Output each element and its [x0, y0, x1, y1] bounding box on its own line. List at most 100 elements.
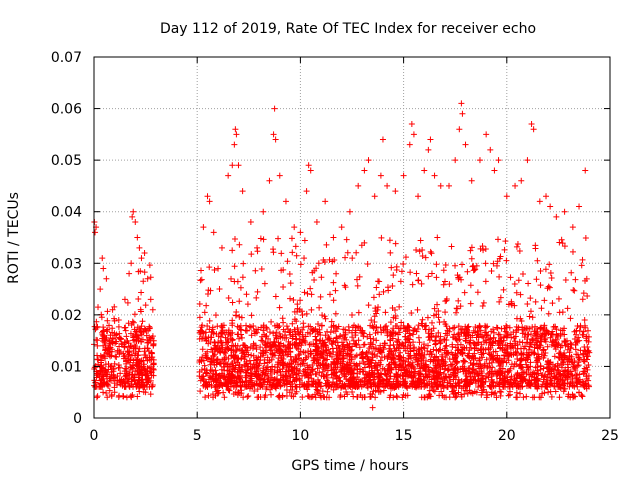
data-point: [99, 335, 106, 342]
data-point: [522, 331, 529, 338]
data-point: [107, 353, 114, 360]
data-point: [303, 188, 310, 195]
data-point: [320, 373, 327, 380]
data-point: [356, 273, 363, 280]
data-point: [325, 334, 332, 341]
data-point: [292, 243, 299, 250]
data-point: [557, 381, 564, 388]
data-point: [391, 383, 398, 390]
data-point: [549, 328, 556, 335]
data-point: [400, 391, 407, 398]
data-point: [527, 359, 534, 366]
data-point: [377, 348, 384, 355]
data-point: [538, 324, 545, 331]
data-point: [407, 269, 414, 276]
data-point: [483, 131, 490, 138]
data-point: [433, 334, 440, 341]
data-point: [375, 304, 382, 311]
data-point: [458, 100, 465, 107]
data-point: [511, 375, 518, 382]
data-point: [282, 198, 289, 205]
y-tick-label: 0: [73, 411, 82, 427]
data-point: [496, 273, 503, 280]
data-point: [149, 383, 156, 390]
data-point: [463, 372, 470, 379]
data-point: [288, 235, 295, 242]
data-point: [446, 374, 453, 381]
data-point: [513, 289, 520, 296]
data-point: [417, 237, 424, 244]
data-point: [400, 342, 407, 349]
data-point: [537, 342, 544, 349]
data-point: [534, 385, 541, 392]
data-point: [406, 324, 413, 331]
data-point: [304, 370, 311, 377]
data-point: [439, 356, 446, 363]
data-point: [199, 346, 206, 353]
data-point: [117, 336, 124, 343]
data-point: [490, 348, 497, 355]
data-point: [393, 263, 400, 270]
data-point: [387, 347, 394, 354]
data-point: [225, 374, 232, 381]
data-point: [337, 392, 344, 399]
data-point: [254, 372, 261, 379]
data-point: [219, 370, 226, 377]
data-point: [317, 350, 324, 357]
data-point: [228, 378, 235, 385]
data-point: [573, 339, 580, 346]
x-axis-label: GPS time / hours: [291, 458, 408, 474]
data-point: [561, 380, 568, 387]
data-point: [372, 345, 379, 352]
data-point: [251, 328, 258, 335]
data-point: [211, 345, 218, 352]
data-point: [301, 289, 308, 296]
data-point: [332, 310, 339, 317]
data-point: [484, 392, 491, 399]
data-point: [547, 359, 554, 366]
data-point: [285, 338, 292, 345]
data-point: [431, 305, 438, 312]
data-point: [383, 371, 390, 378]
data-point: [338, 384, 345, 391]
data-point: [97, 286, 104, 293]
data-point: [358, 242, 365, 249]
data-point: [206, 264, 213, 271]
data-point: [551, 363, 558, 370]
data-point: [222, 359, 229, 366]
data-point: [541, 297, 548, 304]
data-point: [248, 324, 255, 331]
data-point: [342, 254, 349, 261]
data-point: [261, 280, 268, 287]
data-point: [252, 342, 259, 349]
data-point: [134, 356, 141, 363]
data-point: [106, 387, 113, 394]
data-point: [301, 237, 308, 244]
data-point: [261, 360, 268, 367]
data-point: [387, 373, 394, 380]
data-point: [484, 331, 491, 338]
data-point: [572, 346, 579, 353]
data-point: [459, 325, 466, 332]
data-point: [298, 357, 305, 364]
data-point: [99, 255, 106, 262]
data-point: [387, 319, 394, 326]
data-point: [247, 219, 254, 226]
data-point: [413, 246, 420, 253]
data-point: [323, 356, 330, 363]
data-point: [291, 340, 298, 347]
data-point: [579, 378, 586, 385]
data-point: [98, 383, 105, 390]
data-point: [359, 349, 366, 356]
data-point: [568, 372, 575, 379]
data-point: [204, 322, 211, 329]
data-point: [453, 309, 460, 316]
data-point: [102, 336, 109, 343]
data-point: [436, 337, 443, 344]
data-point: [431, 388, 438, 395]
data-point: [409, 281, 416, 288]
data-point: [278, 267, 285, 274]
data-point: [316, 362, 323, 369]
data-point: [405, 323, 412, 330]
data-point: [349, 329, 356, 336]
